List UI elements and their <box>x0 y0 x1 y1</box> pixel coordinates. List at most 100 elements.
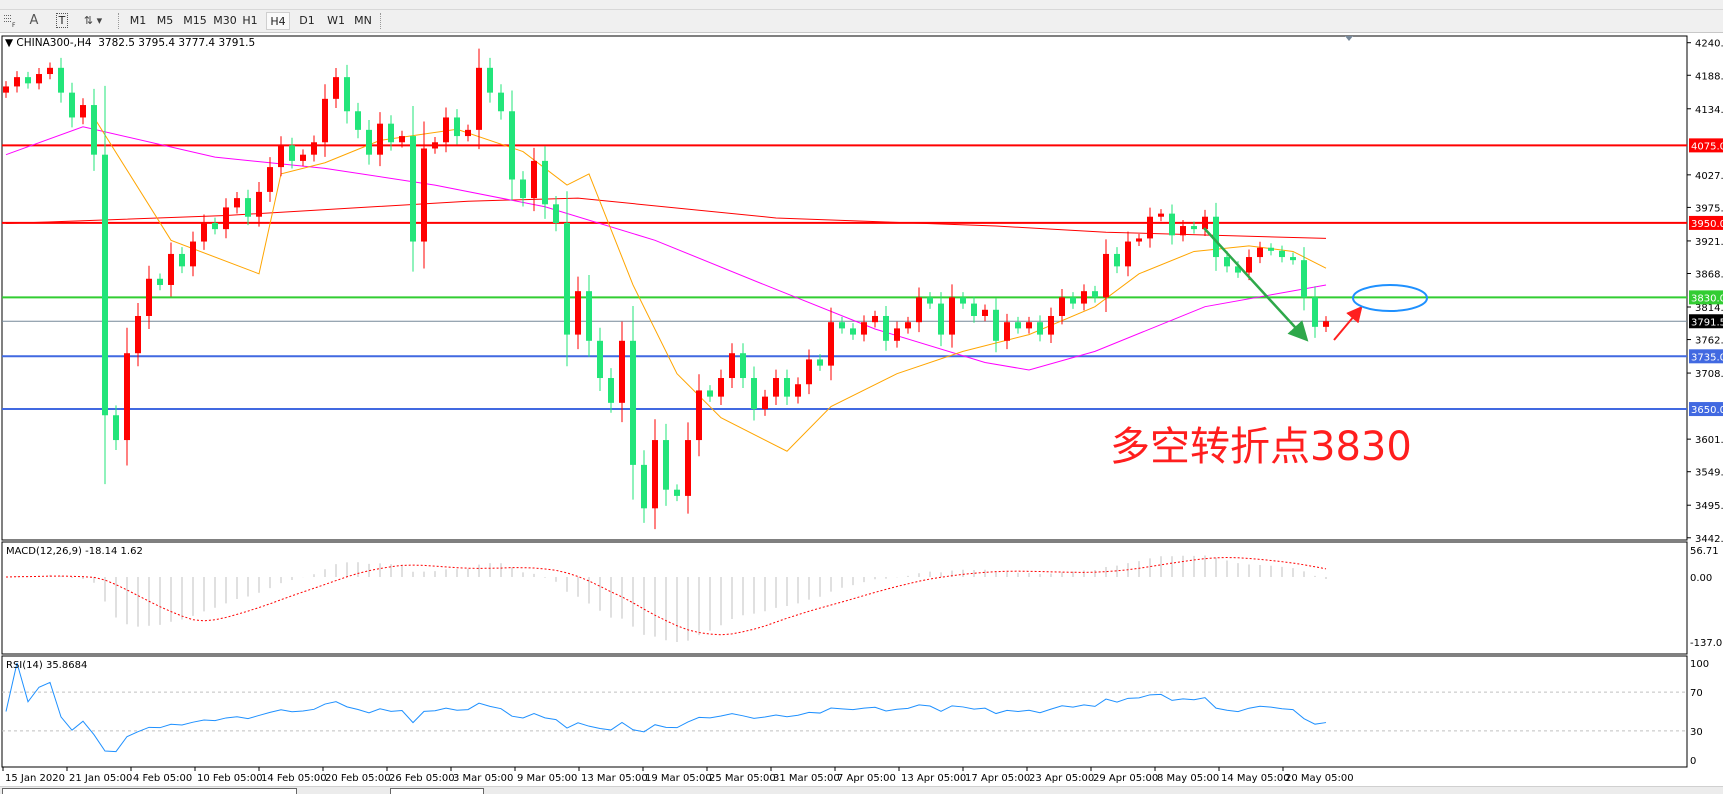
ohlc-values: 3782.5 3795.4 3777.4 3791.5 <box>98 37 256 49</box>
candle-body <box>707 390 713 397</box>
chart-tab[interactable] <box>390 788 484 794</box>
candle-body <box>861 322 867 335</box>
time-tick-label: 20 May 05:00 <box>1285 773 1354 784</box>
candle-body <box>201 222 207 242</box>
rsi-label: RSI(14) 35.8684 <box>6 660 88 671</box>
time-tick-label: 21 Jan 05:00 <box>69 773 132 784</box>
time-tick-label: 17 Apr 05:00 <box>965 773 1030 784</box>
price-tick-label: 4240.5 <box>1695 39 1723 50</box>
down-trend-arrow[interactable] <box>1203 227 1309 342</box>
level-marker <box>1689 402 1723 417</box>
timeframe-mn-button[interactable]: MN <box>354 14 372 27</box>
candle-body <box>542 160 548 205</box>
level-marker-label: 3791.5 <box>1691 317 1723 328</box>
price-tick-label: 3868.5 <box>1695 269 1723 280</box>
time-tick-label: 10 Feb 05:00 <box>197 773 263 784</box>
candle-body <box>146 278 152 316</box>
chart-tab[interactable] <box>2 788 297 794</box>
candle-body <box>157 278 163 285</box>
level-marker <box>1689 138 1723 153</box>
candle-body <box>564 222 570 335</box>
candle-body <box>80 105 86 118</box>
time-tick-label: 25 Mar 05:00 <box>709 773 776 784</box>
rsi-tick-label: 0 <box>1690 756 1696 767</box>
level-marker-label: 3830.0 <box>1691 293 1723 304</box>
candle-body <box>1279 250 1285 258</box>
collapse-triangle-icon[interactable]: ▼ <box>5 37 14 49</box>
timeframe-d1-button[interactable]: D1 <box>299 14 315 27</box>
level-marker-label: 3650.0 <box>1691 405 1723 416</box>
grid-icon[interactable]: F <box>2 12 18 30</box>
candle-body <box>927 297 933 304</box>
candle-body <box>1268 247 1274 251</box>
candle-body <box>421 148 427 242</box>
rebound-arrow[interactable] <box>1333 305 1363 341</box>
candle-body <box>1202 216 1208 230</box>
price-tick-label: 3708.0 <box>1695 369 1723 380</box>
macd-tick-label: 56.71 <box>1690 546 1719 557</box>
arrows-dropdown-icon[interactable]: ⇅ ▾ <box>83 14 103 27</box>
candle-body <box>234 198 240 208</box>
timeframe-w1-button[interactable]: W1 <box>327 14 345 27</box>
candle-body <box>432 142 438 149</box>
candle-body <box>938 303 944 335</box>
time-tick-label: 13 Apr 05:00 <box>901 773 966 784</box>
candle-body <box>399 136 405 143</box>
time-tick-label: 15 Jan 2020 <box>5 773 65 784</box>
candle-body <box>311 142 317 155</box>
time-tick-label: 4 Feb 05:00 <box>133 773 192 784</box>
candle-body <box>982 309 988 316</box>
candle-body <box>509 111 515 180</box>
candle-body <box>597 340 603 379</box>
candle-body <box>1224 257 1230 267</box>
price-tick-label: 3975.0 <box>1695 203 1723 214</box>
price-tick-label: 3601.5 <box>1695 435 1723 446</box>
candle-body <box>784 378 790 397</box>
candle-body <box>124 353 130 441</box>
candle-body <box>1169 213 1175 236</box>
candle-body <box>25 77 31 84</box>
time-tick-label: 26 Feb 05:00 <box>389 773 455 784</box>
ma-mid-line <box>5 126 1327 371</box>
timeframe-h4-button[interactable]: H4 <box>266 12 290 30</box>
candle-body <box>817 359 823 366</box>
timeframe-m15-button[interactable]: M15 <box>183 14 207 27</box>
price-tick-label: 3495.0 <box>1695 501 1723 512</box>
candle-body <box>168 253 174 285</box>
candle-body <box>630 340 636 465</box>
shift-marker-icon[interactable] <box>1345 36 1353 41</box>
text-a-icon[interactable]: A <box>29 13 39 28</box>
timeframe-m30-button[interactable]: M30 <box>213 14 237 27</box>
timeframe-m1-button[interactable]: M1 <box>129 14 147 27</box>
price-tick-label: 3921.0 <box>1695 237 1723 248</box>
top-toolbar-row <box>0 0 1723 10</box>
candle-body <box>971 303 977 316</box>
candle-body <box>1290 257 1296 261</box>
candle-body <box>1048 315 1054 335</box>
toolbar-separator <box>118 13 120 29</box>
candle-body <box>113 415 119 441</box>
candle-body <box>476 67 482 130</box>
candle-body <box>212 222 218 230</box>
macd-pane <box>1 541 1688 655</box>
chart-toolbar: F A T ⇅ ▾ M1 M5 M15 M30 H1 H4 D1 W1 MN <box>0 10 1723 33</box>
candle-body <box>828 322 834 366</box>
candle-body <box>1125 241 1131 267</box>
macd-tick-label: -137.01 <box>1690 638 1723 649</box>
candle-body <box>531 160 537 199</box>
candle-body <box>1070 297 1076 304</box>
ma-slow-line <box>5 197 1327 239</box>
candle-body <box>553 204 559 223</box>
target-ellipse[interactable] <box>1352 284 1428 312</box>
candle-body <box>91 105 97 155</box>
timeframe-h1-button[interactable]: H1 <box>242 14 258 27</box>
candle-body <box>872 315 878 323</box>
candle-body <box>135 315 141 354</box>
level-marker-label: 3735.0 <box>1691 352 1723 363</box>
price-tick-label: 4188.0 <box>1695 71 1723 82</box>
text-label-icon[interactable]: T <box>54 12 70 30</box>
candle-body <box>1004 322 1010 341</box>
time-tick-label: 31 Mar 05:00 <box>773 773 840 784</box>
timeframe-m5-button[interactable]: M5 <box>156 14 174 27</box>
